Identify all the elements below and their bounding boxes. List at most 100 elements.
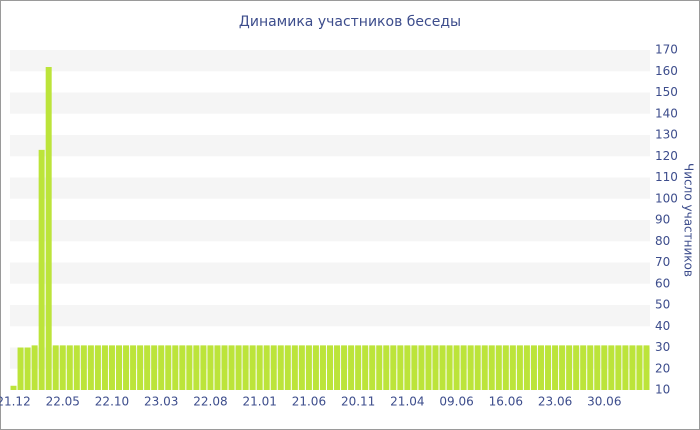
bar [256,345,263,390]
y-tick-label: 40 [655,319,670,333]
bar [31,345,38,390]
bar [137,345,144,390]
bar [298,345,305,390]
bar [291,345,298,390]
bar [207,345,214,390]
bar [214,345,221,390]
bar [186,345,193,390]
x-tick-label: 22.08 [193,395,227,409]
x-tick-label: 23.03 [144,395,178,409]
y-tick-label: 30 [655,340,670,354]
bar [390,345,397,390]
bar [249,345,256,390]
y-tick-label: 110 [655,170,678,184]
bar [242,345,249,390]
bar [94,345,101,390]
y-tick-label: 100 [655,191,678,205]
x-tick-label: 23.06 [538,395,572,409]
y-tick-label: 80 [655,234,670,248]
bar [158,345,165,390]
bar [418,345,425,390]
bar [200,345,207,390]
y-tick-label: 50 [655,298,670,312]
bar [165,345,172,390]
bar [59,345,66,390]
x-tick-label: 21.04 [390,395,424,409]
bar [425,345,432,390]
y-tick-label: 90 [655,213,670,227]
bar [101,345,108,390]
bar [383,345,390,390]
bar [516,345,523,390]
bar [594,345,601,390]
bar [530,345,537,390]
bar [453,345,460,390]
y-tick-label: 60 [655,276,670,290]
bar [509,345,516,390]
bar [545,345,552,390]
bar [573,345,580,390]
bar [235,345,242,390]
grid-band [10,220,650,242]
bar [221,345,228,390]
y-tick-label: 140 [655,106,678,120]
bar [144,345,151,390]
bar [629,345,636,390]
bar [587,345,594,390]
bar [270,345,277,390]
bar [636,345,643,390]
bar [193,345,200,390]
bar [552,345,559,390]
bar [123,345,130,390]
bar [495,345,502,390]
x-tick-label: 20.11 [341,395,375,409]
bar [502,345,509,390]
bar [277,345,284,390]
bar [116,345,123,390]
grid-band [10,50,650,72]
bar [355,345,362,390]
bar [228,345,235,390]
x-tick-label: 22.05 [46,395,80,409]
bar [467,345,474,390]
bar [643,345,650,390]
x-tick-label: 21.01 [242,395,276,409]
bar [334,345,341,390]
bar [566,345,573,390]
grid-band [10,262,650,284]
bar [348,345,355,390]
bar [151,345,158,390]
bar [87,345,94,390]
grid-band [10,92,650,114]
bar [488,345,495,390]
bar [312,345,319,390]
bar [263,345,270,390]
y-tick-label: 20 [655,361,670,375]
bar [17,347,24,390]
y-tick-label: 170 [655,43,678,57]
bar [108,345,115,390]
bar [537,345,544,390]
bar [130,345,137,390]
bar [376,345,383,390]
bar [52,345,59,390]
x-tick-label: 16.06 [489,395,523,409]
x-tick-label: 21.06 [292,395,326,409]
bar [615,345,622,390]
bar [580,345,587,390]
bar [397,345,404,390]
grid-band [10,177,650,199]
bar [38,149,45,390]
bar [45,67,52,390]
bar [66,345,73,390]
bar [559,345,566,390]
bar [369,345,376,390]
bar [460,345,467,390]
bar [362,345,369,390]
bar [411,345,418,390]
bar [608,345,615,390]
bar [601,345,608,390]
grid-band [10,135,650,157]
x-tick-label: 09.06 [439,395,473,409]
